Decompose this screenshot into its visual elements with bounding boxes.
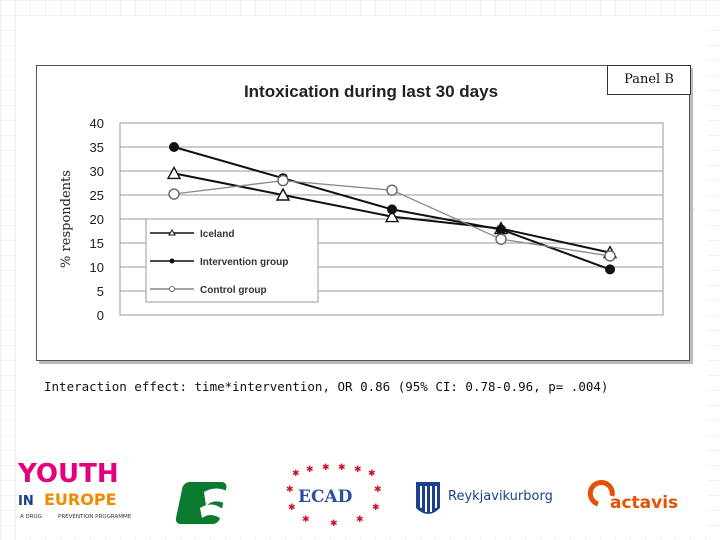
legend-marker (168, 229, 176, 236)
data-point (387, 204, 397, 215)
svg-text:✱: ✱ (330, 519, 338, 529)
svg-text:✱: ✱ (322, 463, 330, 473)
svg-text:✱: ✱ (374, 485, 382, 495)
youth-logo-sub-right: PREVENTION PROGRAMME (58, 514, 132, 520)
data-point (275, 187, 291, 201)
svg-text:✱: ✱ (338, 463, 346, 473)
chart-title: Intoxication during last 30 days (244, 82, 498, 101)
data-point (604, 250, 616, 262)
data-point (277, 174, 289, 187)
y-axis-label: % respondents (59, 170, 74, 268)
green-emblem-logo (175, 482, 232, 524)
ecad-logo-text: ECAD (298, 487, 353, 507)
data-point (495, 233, 507, 245)
actavis-logo-text: actavis (610, 493, 678, 513)
youth-in-europe-logo: YOUTH IN EUROPE A DRUG PREVENTION PROGRA… (17, 459, 132, 520)
svg-text:✱: ✱ (356, 515, 364, 525)
y-tick-label: 20 (90, 212, 104, 227)
data-point (166, 165, 182, 180)
svg-text:✱: ✱ (286, 485, 294, 495)
data-point (384, 209, 400, 223)
youth-logo-europe: EUROPE (44, 490, 117, 509)
data-point (169, 142, 179, 152)
y-tick-label: 5 (97, 284, 104, 299)
svg-text:✱: ✱ (292, 469, 300, 479)
y-tick-label: 25 (90, 188, 104, 203)
y-tick-label: 35 (90, 140, 104, 155)
reykjavik-logo-text: Reykjavikurborg (448, 489, 553, 504)
y-tick-label: 0 (97, 308, 104, 323)
y-tick-label: 40 (90, 116, 104, 131)
svg-text:✱: ✱ (372, 503, 380, 513)
legend-label: Control group (200, 285, 267, 296)
legend-label: Iceland (200, 229, 234, 240)
data-point (386, 184, 398, 196)
reykjavik-logo: Reykjavikurborg (416, 482, 553, 514)
data-point (168, 188, 180, 200)
youth-logo-sub-left: A DRUG (20, 514, 42, 520)
panel-label: Panel B (607, 65, 691, 95)
sponsor-logos: YOUTH IN EUROPE A DRUG PREVENTION PROGRA… (17, 459, 678, 529)
legend-label: Intervention group (200, 257, 288, 268)
actavis-logo: actavis (587, 480, 678, 513)
chart: Intoxication during last 30 days 0 5 10 15 20… (59, 82, 664, 323)
svg-text:✱: ✱ (368, 469, 376, 479)
legend-marker (169, 258, 175, 264)
svg-text:✱: ✱ (288, 503, 296, 513)
interaction-caption: Interaction effect: time*intervention, O… (44, 379, 609, 394)
data-point (496, 224, 506, 235)
y-tick-label: 10 (90, 260, 104, 275)
y-tick-label: 30 (90, 164, 104, 179)
y-tick-label: 15 (90, 236, 104, 251)
svg-text:✱: ✱ (302, 515, 310, 525)
legend-marker (169, 286, 175, 292)
svg-text:✱: ✱ (306, 465, 314, 475)
svg-text:✱: ✱ (354, 465, 362, 475)
youth-logo-in: IN (18, 494, 34, 509)
data-point (605, 264, 615, 275)
youth-logo-title: YOUTH (17, 459, 119, 489)
ecad-logo: ✱ ✱ ✱ ✱ ✱ ✱ ✱ ✱ ✱ ✱ ✱ ✱ ✱ ECAD (286, 463, 382, 529)
